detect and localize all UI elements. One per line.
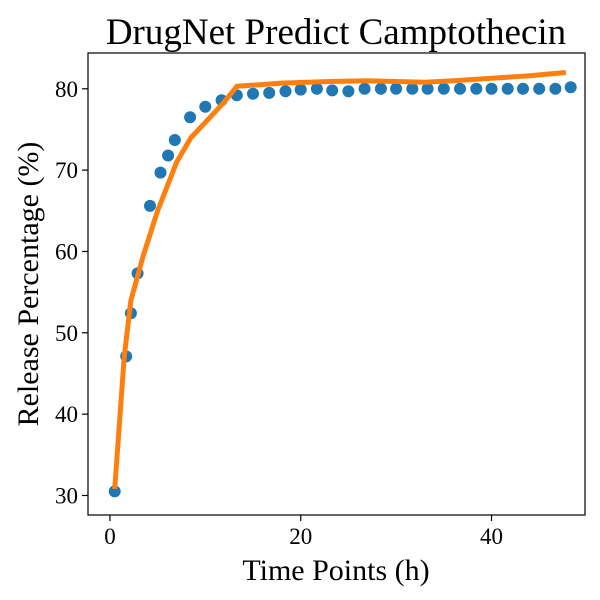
scatter-point xyxy=(533,82,546,95)
chart-title: DrugNet Predict Camptothecin xyxy=(106,12,566,53)
y-axis-label: Release Percentage (%) xyxy=(12,142,45,427)
scatter-point xyxy=(358,82,371,95)
scatter-point xyxy=(144,199,156,212)
scatter-point xyxy=(549,82,562,95)
y-tick-label: 40 xyxy=(55,402,78,427)
y-tick-label: 50 xyxy=(55,321,78,346)
scatter-point xyxy=(294,83,307,96)
plot-area xyxy=(108,70,577,498)
scatter-point xyxy=(564,81,577,94)
scatter-point xyxy=(470,82,483,95)
scatter-point xyxy=(184,111,197,124)
scatter-point xyxy=(517,82,529,95)
scatter-point xyxy=(374,82,387,95)
y-axis-ticks: 30 40 50 60 70 80 xyxy=(55,77,88,508)
x-axis-label: Time Points (h) xyxy=(242,554,429,587)
scatter-point xyxy=(342,85,355,98)
scatter-point xyxy=(406,82,419,95)
scatter-point xyxy=(154,166,167,179)
x-axis-ticks: 0 20 40 xyxy=(104,515,503,549)
scatter-point xyxy=(162,149,175,162)
scatter-point xyxy=(279,85,292,98)
scatter-point xyxy=(326,84,339,97)
scatter-point xyxy=(168,134,181,146)
x-tick-label: 20 xyxy=(289,524,312,549)
series-line xyxy=(112,70,567,490)
scatter-point xyxy=(108,485,121,498)
scatter-point xyxy=(390,82,403,95)
y-tick-label: 70 xyxy=(55,158,78,183)
scatter-point xyxy=(485,82,498,95)
y-tick-label: 80 xyxy=(55,77,78,102)
scatter-point xyxy=(263,86,276,99)
x-tick-label: 0 xyxy=(104,524,116,549)
scatter-point xyxy=(310,82,323,95)
scatter-point xyxy=(199,100,212,113)
y-tick-label: 30 xyxy=(55,483,78,508)
scatter-point xyxy=(247,87,259,100)
scatter-point xyxy=(437,82,450,95)
scatter-point xyxy=(501,82,514,95)
plot-frame xyxy=(87,52,586,516)
scatter-point xyxy=(421,82,434,95)
x-tick-label: 40 xyxy=(480,524,503,549)
y-tick-label: 60 xyxy=(55,239,78,264)
scatter-point xyxy=(454,82,466,95)
